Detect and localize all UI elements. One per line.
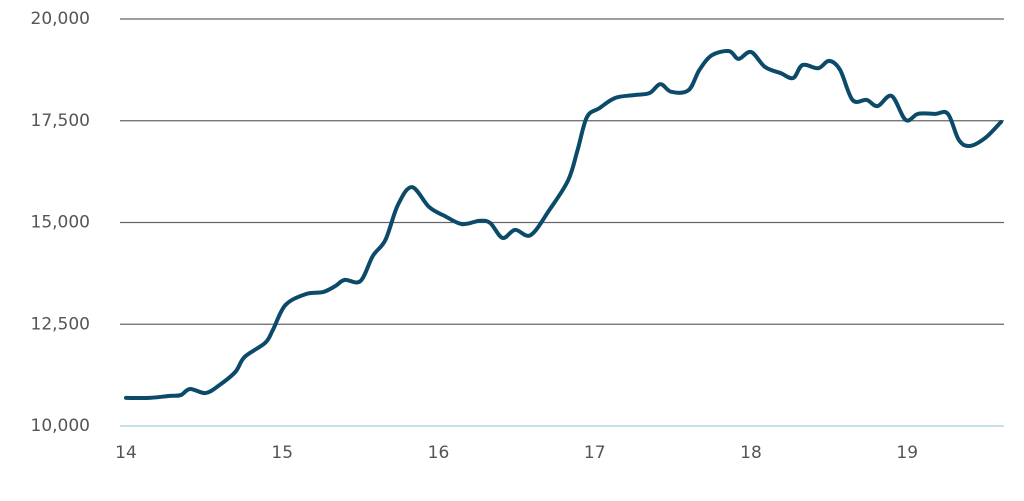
y-tick-label: 12,500 — [31, 314, 90, 334]
y-tick-label: 10,000 — [31, 416, 90, 436]
y-tick-label: 20,000 — [31, 9, 90, 29]
x-tick-label: 18 — [740, 443, 762, 463]
y-tick-label: 15,000 — [31, 213, 90, 233]
line — [124, 49, 1003, 401]
x-tick-label: 16 — [428, 443, 450, 463]
x-tick-label: 15 — [271, 443, 293, 463]
y-tick-label: 17,500 — [31, 111, 90, 131]
x-tick-label: 17 — [584, 443, 606, 463]
x-tick-label: 19 — [896, 443, 918, 463]
x-tick-label: 14 — [115, 443, 137, 463]
